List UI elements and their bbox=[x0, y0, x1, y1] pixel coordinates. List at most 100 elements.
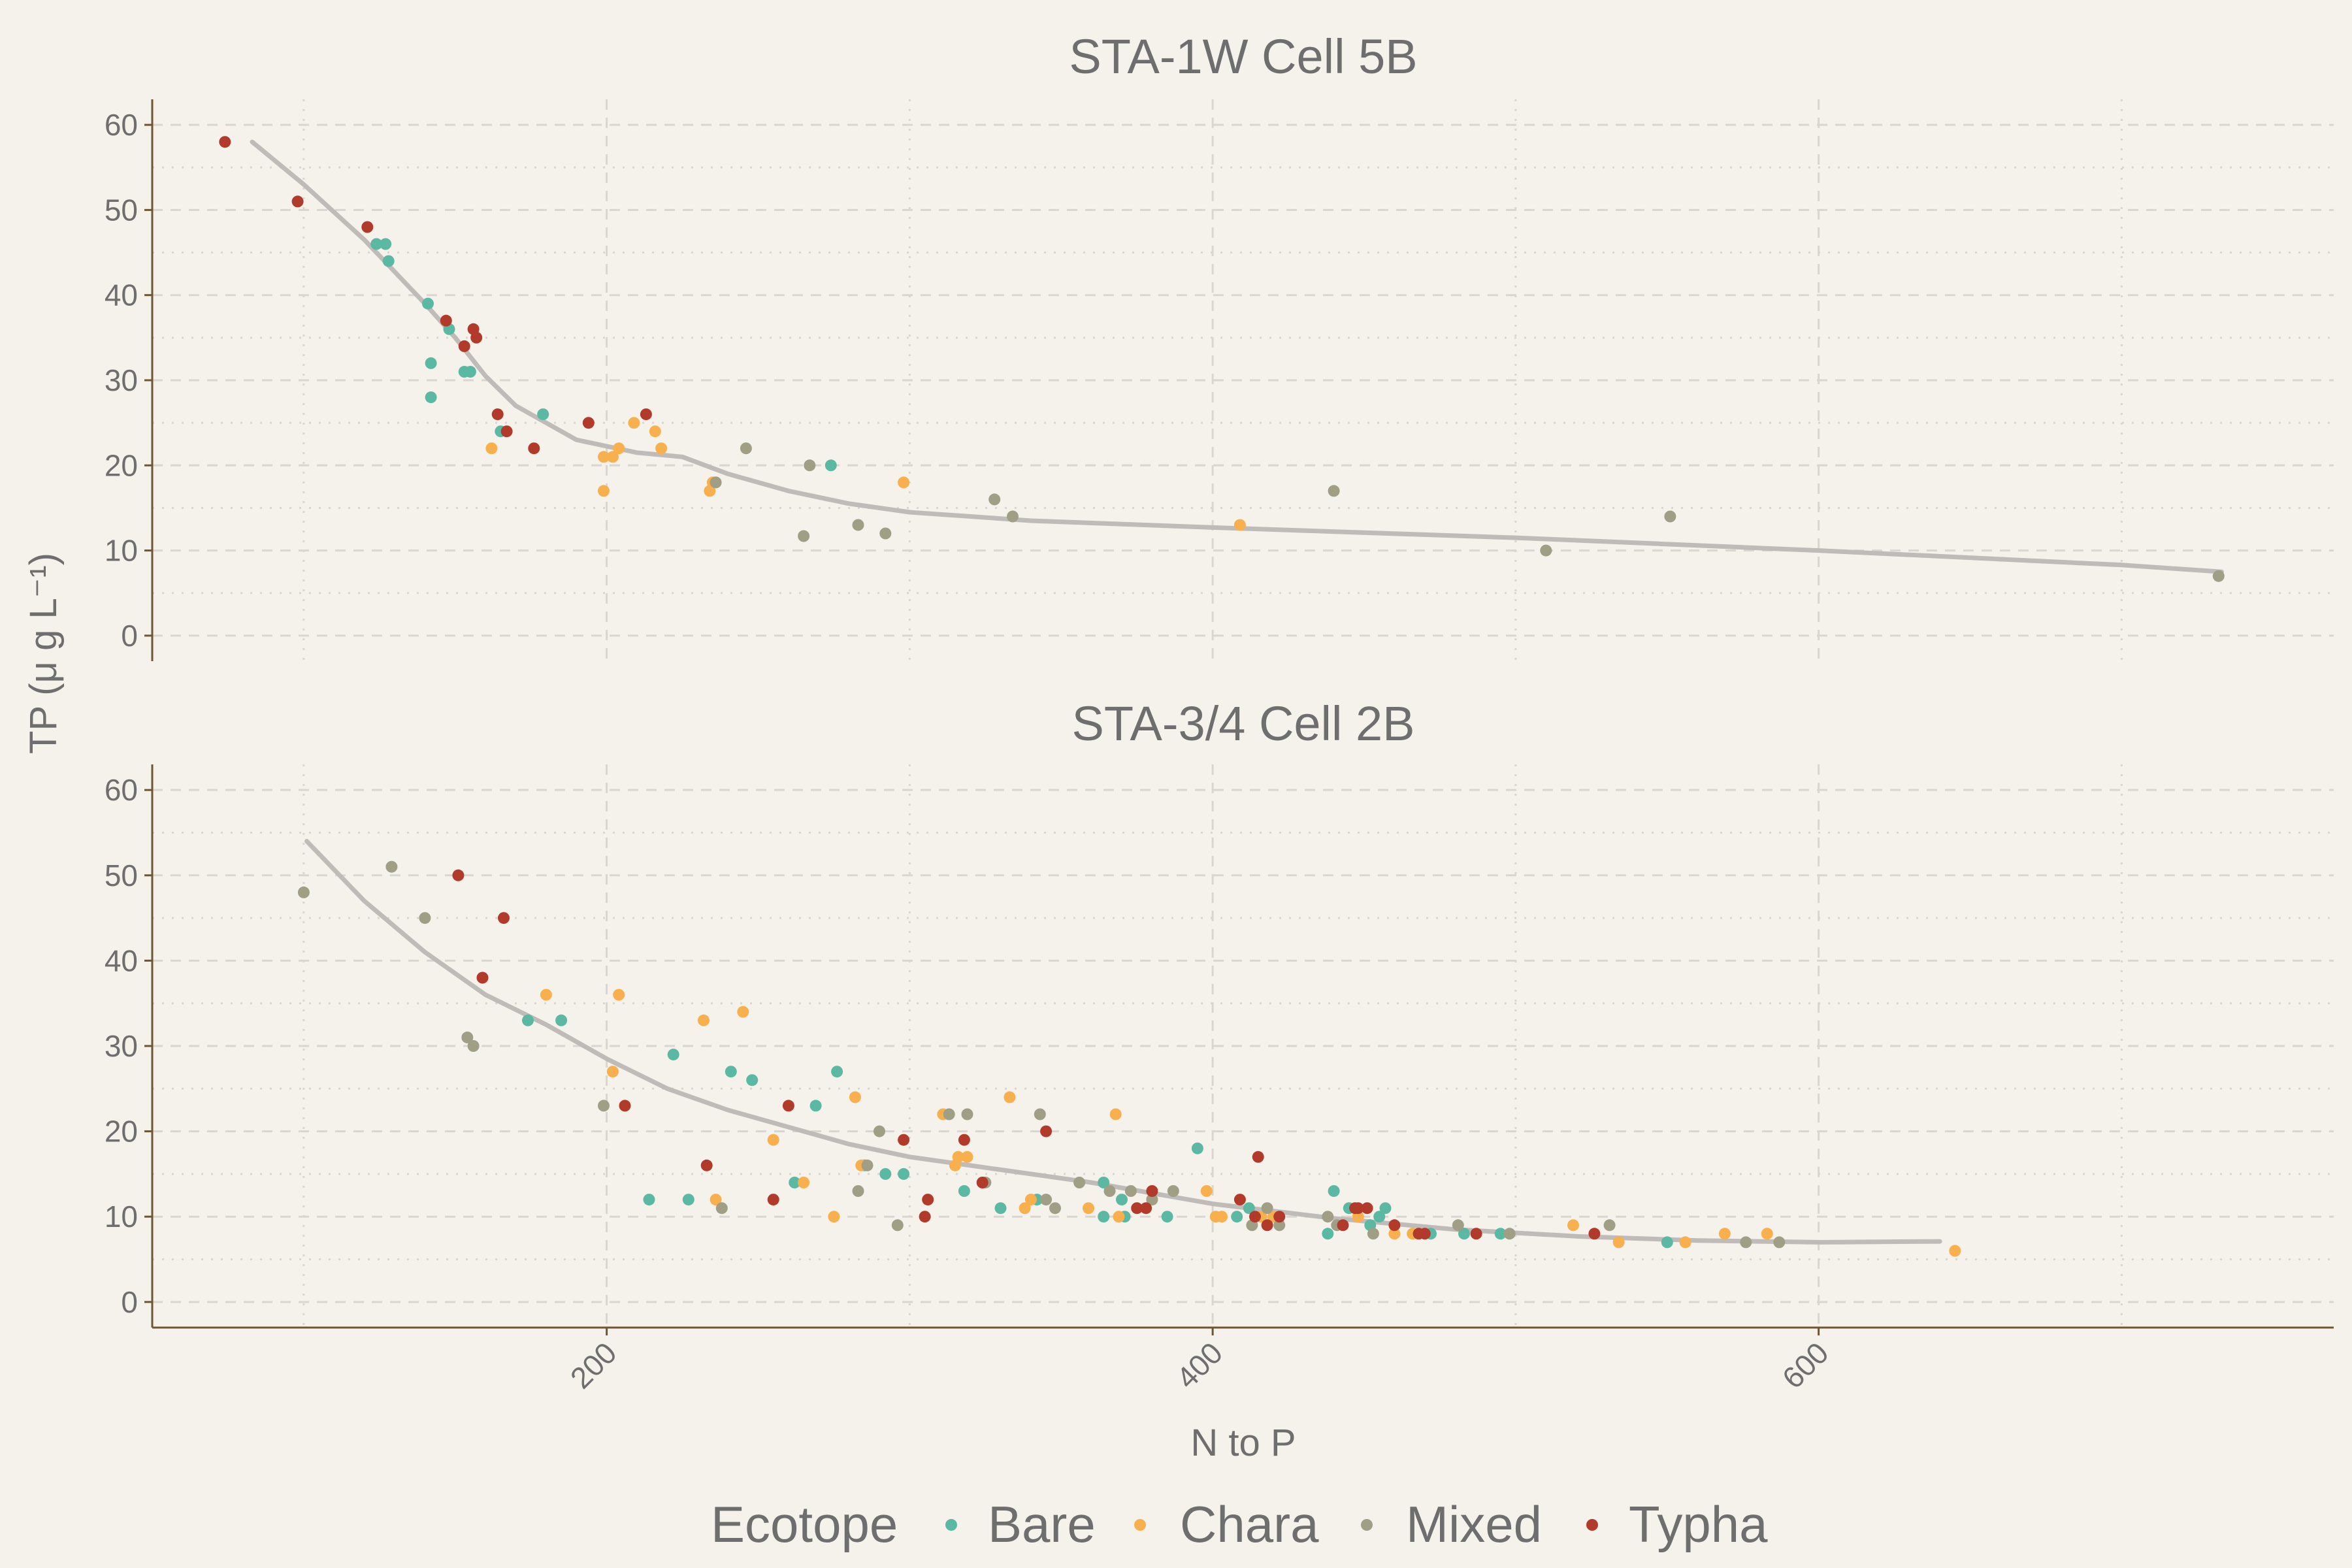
data-point-mixed bbox=[1124, 1185, 1137, 1197]
y-tick-label: 30 bbox=[105, 363, 138, 397]
data-point-bare bbox=[725, 1066, 737, 1078]
data-point-typha bbox=[700, 1159, 713, 1171]
data-point-bare bbox=[825, 459, 837, 472]
data-point-mixed bbox=[879, 527, 892, 540]
data-point-bare bbox=[1191, 1142, 1203, 1154]
data-point-bare bbox=[1494, 1228, 1507, 1240]
y-tick-label: 0 bbox=[121, 619, 138, 653]
data-point-chara bbox=[1024, 1194, 1037, 1206]
data-point-bare bbox=[555, 1014, 568, 1026]
data-point-bare bbox=[422, 297, 434, 310]
data-point-chara bbox=[1679, 1236, 1691, 1249]
data-point-bare bbox=[789, 1177, 801, 1188]
y-tick-label: 10 bbox=[105, 1200, 138, 1233]
y-tick-label: 40 bbox=[105, 943, 138, 977]
data-point-typha bbox=[1273, 1211, 1286, 1223]
data-point-chara bbox=[1109, 1108, 1122, 1120]
data-point-mixed bbox=[1261, 1202, 1273, 1215]
data-point-typha bbox=[1233, 1194, 1246, 1206]
y-tick-label: 10 bbox=[105, 534, 138, 568]
data-point-mixed bbox=[1273, 1219, 1286, 1232]
data-point-bare bbox=[425, 357, 437, 369]
data-point-mixed bbox=[1322, 1211, 1334, 1223]
data-point-chara bbox=[710, 1194, 722, 1206]
data-point-bare bbox=[831, 1066, 843, 1078]
legend-label-chara: Chara bbox=[1180, 1495, 1319, 1553]
data-point-mixed bbox=[1328, 485, 1340, 497]
data-point-chara bbox=[1216, 1211, 1228, 1223]
data-point-typha bbox=[640, 408, 652, 421]
data-point-mixed bbox=[891, 1219, 904, 1232]
data-point-mixed bbox=[385, 860, 398, 873]
data-point-typha bbox=[528, 442, 540, 455]
series-bare bbox=[370, 238, 837, 472]
data-point-chara bbox=[628, 417, 640, 429]
data-point-mixed bbox=[461, 1031, 474, 1043]
data-point-typha bbox=[958, 1134, 970, 1146]
data-point-bare bbox=[522, 1014, 534, 1026]
data-point-chara bbox=[798, 1177, 810, 1188]
legend-label-bare: Bare bbox=[988, 1495, 1096, 1553]
data-point-bare bbox=[1373, 1211, 1386, 1223]
data-point-mixed bbox=[1540, 544, 1552, 557]
data-point-typha bbox=[498, 912, 510, 924]
data-point-chara bbox=[613, 442, 625, 455]
data-point-mixed bbox=[1040, 1194, 1053, 1206]
data-point-mixed bbox=[467, 1040, 480, 1052]
data-point-typha bbox=[1588, 1228, 1601, 1240]
series-mixed bbox=[297, 860, 1786, 1249]
smooth-line bbox=[304, 839, 1942, 1245]
y-tick-label: 50 bbox=[105, 193, 138, 227]
data-point-mixed bbox=[1034, 1108, 1046, 1120]
data-point-chara bbox=[1612, 1236, 1625, 1249]
legend: Ecotope Bare Chara Mixed Typha bbox=[711, 1495, 1768, 1553]
data-point-bare bbox=[1231, 1211, 1243, 1223]
smooth-line bbox=[250, 139, 2224, 574]
y-tick-label: 30 bbox=[105, 1029, 138, 1063]
data-point-mixed bbox=[852, 1185, 864, 1197]
data-point-typha bbox=[1470, 1228, 1482, 1240]
data-point-mixed bbox=[2212, 570, 2225, 582]
data-point-bare bbox=[667, 1049, 679, 1061]
data-point-typha bbox=[470, 331, 483, 344]
data-point-typha bbox=[619, 1100, 631, 1112]
legend-swatch-typha bbox=[1586, 1519, 1598, 1531]
data-point-chara bbox=[737, 1005, 749, 1018]
data-point-typha bbox=[219, 136, 231, 148]
y-tick-label: 60 bbox=[105, 108, 138, 142]
data-point-chara bbox=[485, 442, 498, 455]
data-point-typha bbox=[1249, 1211, 1261, 1223]
data-point-mixed bbox=[1603, 1219, 1616, 1232]
data-point-typha bbox=[1146, 1185, 1158, 1197]
data-point-typha bbox=[361, 221, 374, 233]
data-point-chara bbox=[655, 442, 668, 455]
data-point-bare bbox=[879, 1168, 892, 1180]
data-point-mixed bbox=[710, 476, 722, 489]
data-point-bare bbox=[1458, 1228, 1470, 1240]
data-point-mixed bbox=[419, 912, 431, 924]
y-tick-label: 20 bbox=[105, 448, 138, 482]
series-mixed bbox=[710, 442, 2225, 582]
data-point-typha bbox=[922, 1194, 934, 1206]
data-point-bare bbox=[1098, 1177, 1110, 1188]
data-point-bare bbox=[682, 1194, 694, 1206]
data-point-bare bbox=[898, 1168, 910, 1180]
data-point-mixed bbox=[1740, 1236, 1752, 1249]
data-point-mixed bbox=[1773, 1236, 1786, 1249]
data-point-mixed bbox=[1146, 1194, 1158, 1206]
data-point-chara bbox=[1004, 1091, 1016, 1103]
y-tick-label: 40 bbox=[105, 278, 138, 312]
data-point-chara bbox=[1083, 1202, 1094, 1215]
legend-title: Ecotope bbox=[711, 1495, 898, 1553]
series-typha bbox=[452, 869, 1601, 1240]
data-point-chara bbox=[649, 425, 661, 438]
data-point-chara bbox=[698, 1014, 710, 1026]
data-point-chara bbox=[898, 476, 910, 489]
data-point-typha bbox=[291, 195, 304, 208]
data-point-typha bbox=[458, 340, 470, 352]
data-point-chara bbox=[598, 485, 610, 497]
data-point-typha bbox=[976, 1177, 988, 1188]
data-point-mixed bbox=[1167, 1185, 1179, 1197]
data-point-chara bbox=[1718, 1228, 1731, 1240]
data-point-mixed bbox=[1073, 1177, 1086, 1188]
